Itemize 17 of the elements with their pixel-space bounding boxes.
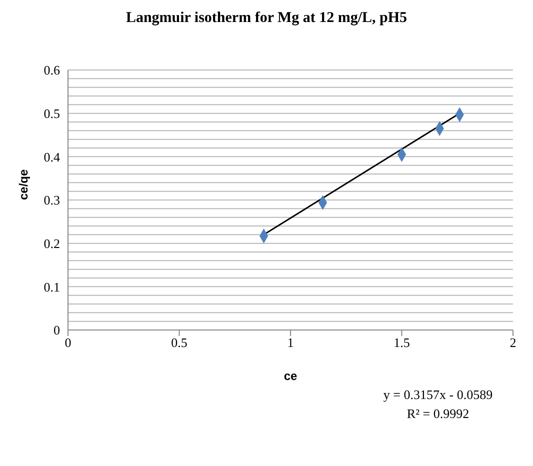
y-tick-label: 0.6 bbox=[44, 62, 60, 78]
y-tick-label: 0.1 bbox=[44, 279, 60, 294]
x-tick-label: 0.5 bbox=[171, 335, 188, 350]
y-tick-label: 0.3 bbox=[44, 192, 60, 208]
x-axis-title: ce bbox=[284, 369, 298, 383]
y-tick-label: 0 bbox=[54, 322, 60, 338]
x-tick-label: 0 bbox=[64, 335, 72, 350]
text: R² = 0.9992 bbox=[406, 405, 470, 423]
y-axis-title: ce/qe bbox=[16, 168, 30, 200]
text: y = 0.3157x - 0.0589 bbox=[382, 386, 494, 404]
x-tick-label: 1.5 bbox=[394, 335, 410, 350]
y-tick-label: 0.4 bbox=[44, 149, 60, 164]
y-tick-label: 0.2 bbox=[44, 236, 60, 251]
chart-title: Langmuir isotherm for Mg at 12 mg/L, pH5 bbox=[124, 10, 408, 28]
y-tick-label: 0.5 bbox=[44, 106, 60, 121]
x-tick-label: 1 bbox=[287, 335, 294, 350]
x-tick-label: 2 bbox=[510, 335, 516, 350]
